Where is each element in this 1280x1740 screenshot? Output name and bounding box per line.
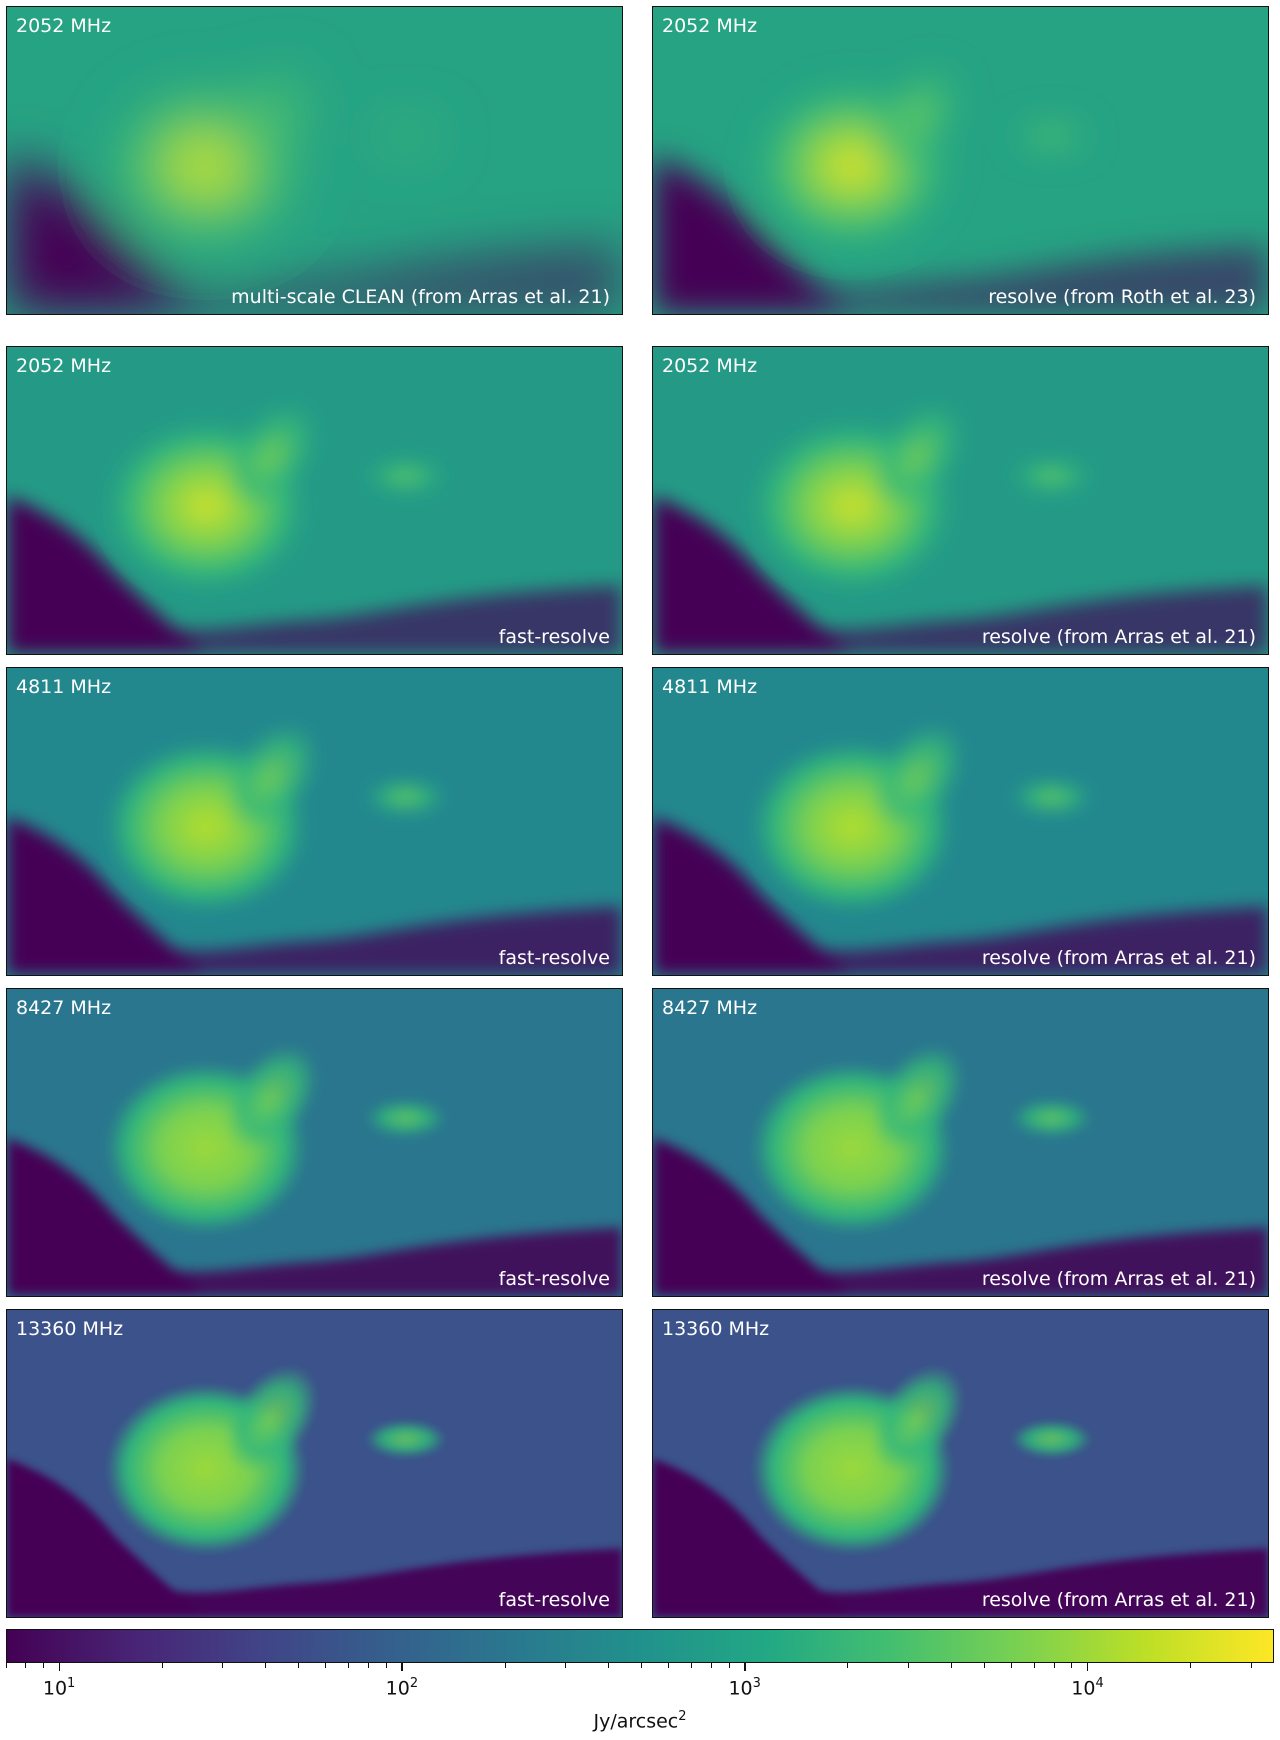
frequency-label: 4811 MHz	[16, 676, 112, 698]
colorbar-minor-tick	[25, 1663, 27, 1668]
colorbar-minor-tick	[983, 1663, 985, 1668]
colorbar-minor-tick	[161, 1663, 163, 1668]
image-panel: 13360 MHz resolve (from Arras et al. 21)	[652, 1309, 1269, 1618]
frequency-label: 8427 MHz	[662, 997, 758, 1019]
colorbar-major-tick	[401, 1663, 403, 1671]
colorbar-minor-tick	[728, 1663, 730, 1668]
colorbar-minor-tick	[264, 1663, 266, 1668]
frequency-label: 2052 MHz	[662, 15, 758, 37]
colorbar-minor-tick	[348, 1663, 350, 1668]
colorbar-minor-tick	[847, 1663, 849, 1668]
colorbar-minor-tick	[1033, 1663, 1035, 1668]
colorbar-minor-tick	[368, 1663, 370, 1668]
colorbar-minor-tick	[668, 1663, 670, 1668]
colorbar-minor-tick	[1053, 1663, 1055, 1668]
colorbar-minor-tick	[564, 1663, 566, 1668]
image-panel: 4811 MHz resolve (from Arras et al. 21)	[652, 667, 1269, 976]
colorbar-minor-tick	[222, 1663, 224, 1668]
colorbar-minor-tick	[641, 1663, 642, 1668]
colorbar-major-tick	[58, 1663, 60, 1671]
image-panel: 2052 MHz multi-scale CLEAN (from Arras et…	[6, 6, 623, 315]
method-label: fast-resolve	[498, 1589, 610, 1611]
colorbar-label: Jy/arcsec2	[593, 1709, 687, 1733]
image-panel: 2052 MHz resolve (from Arras et al. 21)	[652, 346, 1269, 655]
frequency-label: 2052 MHz	[16, 15, 112, 37]
method-label: fast-resolve	[498, 1268, 610, 1290]
colorbar-minor-tick	[1010, 1663, 1012, 1668]
colorbar-minor-tick	[385, 1663, 387, 1668]
method-label: resolve (from Arras et al. 21)	[981, 1589, 1256, 1611]
colorbar-tick-label: 101	[42, 1676, 76, 1700]
frequency-label: 8427 MHz	[16, 997, 112, 1019]
colorbar-minor-tick	[710, 1663, 712, 1668]
colorbar-minor-tick	[950, 1663, 952, 1668]
method-label: fast-resolve	[498, 947, 610, 969]
colorbar-minor-tick	[504, 1663, 506, 1668]
colorbar-major-tick	[744, 1663, 746, 1671]
colorbar-major-tick	[1086, 1663, 1089, 1671]
colorbar-minor-tick	[907, 1663, 909, 1668]
colorbar-minor-tick	[42, 1663, 44, 1668]
method-label: resolve (from Arras et al. 21)	[981, 1268, 1256, 1290]
image-panel: 8427 MHz fast-resolve	[6, 988, 623, 1297]
colorbar-minor-tick	[298, 1663, 300, 1668]
method-label: fast-resolve	[498, 626, 610, 648]
colorbar-tick-label: 103	[728, 1676, 761, 1700]
colorbar-minor-tick	[1250, 1663, 1252, 1668]
colorbar-minor-tick	[1071, 1663, 1073, 1668]
image-panel: 2052 MHz fast-resolve	[6, 346, 623, 655]
method-label: resolve (from Roth et al. 23)	[988, 286, 1256, 308]
frequency-label: 2052 MHz	[16, 355, 112, 377]
method-label: resolve (from Arras et al. 21)	[981, 626, 1256, 648]
colorbar-tick-label: 102	[385, 1676, 419, 1700]
colorbar-minor-tick	[5, 1663, 7, 1668]
colorbar-minor-tick	[691, 1663, 693, 1668]
frequency-label: 2052 MHz	[662, 355, 758, 377]
colorbar-minor-tick	[607, 1663, 609, 1668]
frequency-label: 13360 MHz	[16, 1318, 124, 1340]
colorbar-tick-label: 104	[1071, 1676, 1104, 1700]
method-label: resolve (from Arras et al. 21)	[981, 947, 1256, 969]
method-label: multi-scale CLEAN (from Arras et al. 21)	[231, 286, 610, 308]
colorbar	[6, 1629, 1274, 1663]
image-panel: 2052 MHz resolve (from Roth et al. 23)	[652, 6, 1269, 315]
image-panel: 13360 MHz fast-resolve	[6, 1309, 623, 1618]
frequency-label: 4811 MHz	[662, 676, 758, 698]
image-panel: 8427 MHz resolve (from Arras et al. 21)	[652, 988, 1269, 1297]
image-panel: 4811 MHz fast-resolve	[6, 667, 623, 976]
colorbar-minor-tick	[325, 1663, 327, 1668]
frequency-label: 13360 MHz	[662, 1318, 770, 1340]
colorbar-minor-tick	[1190, 1663, 1192, 1668]
